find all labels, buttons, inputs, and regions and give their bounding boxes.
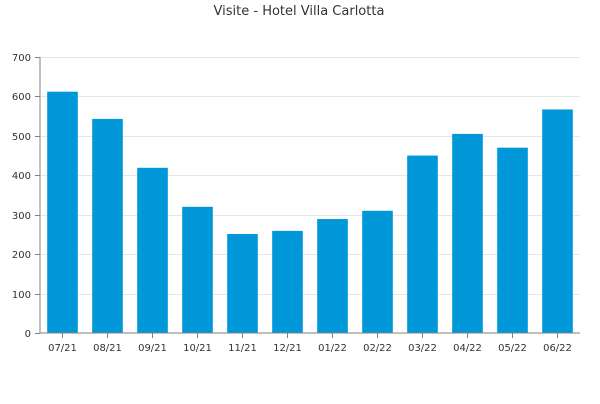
y-tick-label: 100 <box>12 290 31 301</box>
bar-11-21 <box>227 234 258 333</box>
y-tick-label: 0 <box>25 329 31 340</box>
y-axis-ticks: 0 100 200 300 400 500 600 700 <box>12 53 40 340</box>
bars <box>47 91 573 333</box>
x-tick-label: 09/21 <box>138 343 167 354</box>
y-tick-label: 400 <box>12 171 31 182</box>
bar-05-22 <box>497 147 528 333</box>
bar-12-21 <box>272 230 303 333</box>
bar-04-22 <box>452 133 483 333</box>
x-tick-label: 08/21 <box>93 343 122 354</box>
x-tick-label: 02/22 <box>363 343 392 354</box>
bar-06-22 <box>542 109 573 333</box>
x-tick-label: 11/21 <box>228 343 257 354</box>
bar-10-21 <box>182 206 213 333</box>
bar-08-21 <box>92 118 123 333</box>
x-tick-label: 03/22 <box>408 343 437 354</box>
bar-02-22 <box>362 210 393 333</box>
y-tick-label: 600 <box>12 92 31 103</box>
x-tick-label: 01/22 <box>318 343 347 354</box>
x-tick-label: 10/21 <box>183 343 212 354</box>
y-tick-label: 200 <box>12 250 31 261</box>
chart-title: Visite - Hotel Villa Carlotta <box>214 4 385 19</box>
y-tick-label: 300 <box>12 211 31 222</box>
x-tick-label: 12/21 <box>273 343 302 354</box>
y-tick-label: 700 <box>12 53 31 64</box>
gridlines <box>40 57 580 295</box>
bar-03-22 <box>407 155 438 333</box>
x-tick-label: 05/22 <box>498 343 527 354</box>
x-axis-ticks: 07/21 08/21 09/21 10/21 11/21 12/21 01/22 02/22… <box>48 333 572 354</box>
bar-09-21 <box>137 167 168 333</box>
bar-01-22 <box>317 219 348 333</box>
x-tick-label: 06/22 <box>543 343 572 354</box>
bar-07-21 <box>47 91 78 333</box>
x-tick-label: 07/21 <box>48 343 77 354</box>
y-tick-label: 500 <box>12 132 31 143</box>
x-tick-label: 04/22 <box>453 343 482 354</box>
